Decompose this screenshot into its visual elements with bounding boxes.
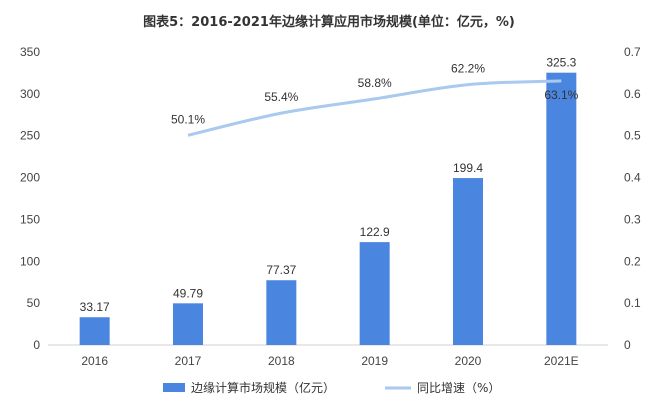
bar-series: 33.17 49.79 77.37 122.9 199.4 325.3 [80, 56, 577, 345]
left-axis-tick-label: 150 [20, 212, 40, 226]
line-data-label: 58.8% [358, 76, 392, 90]
right-axis-tick-label: 0 [624, 338, 631, 352]
chart-title: 图表5：2016-2021年边缘计算应用市场规模(单位：亿元，%) [143, 14, 515, 30]
bar-data-label: 49.79 [173, 286, 203, 300]
x-axis-tick-label: 2017 [175, 354, 202, 368]
legend: 边缘计算市场规模（亿元） 同比增速（%） [163, 380, 500, 395]
right-axis-tick-label: 0.3 [624, 212, 641, 226]
x-axis-tick-label: 2019 [361, 354, 388, 368]
bar [453, 178, 483, 345]
line-data-label: 55.4% [264, 90, 298, 104]
left-axis-tick-label: 50 [27, 296, 41, 310]
left-axis-tick-label: 200 [20, 171, 40, 185]
right-axis-tick-label: 0.7 [624, 45, 641, 59]
right-axis-tick-label: 0.1 [624, 296, 641, 310]
legend-label-line: 同比增速（%） [417, 381, 500, 395]
x-axis-tick-label: 2020 [455, 354, 482, 368]
bar-data-label: 77.37 [266, 263, 296, 277]
x-axis: 2016 2017 2018 2019 2020 2021E [48, 344, 608, 368]
bar-data-label: 325.3 [546, 56, 576, 70]
bar-data-label: 199.4 [453, 161, 483, 175]
bar [546, 72, 577, 345]
right-axis: 0 0.1 0.2 0.3 0.4 0.5 0.6 0.7 [624, 45, 641, 352]
left-axis-tick-label: 350 [20, 45, 40, 59]
legend-swatch-bar [163, 383, 185, 392]
x-axis-tick-label: 2018 [268, 354, 295, 368]
bar [79, 317, 110, 345]
x-axis-tick-label: 2016 [81, 354, 108, 368]
line-data-label: 63.1% [544, 88, 578, 102]
left-axis-tick-label: 100 [20, 254, 40, 268]
right-axis-tick-label: 0.4 [624, 171, 641, 185]
x-axis-tick-label: 2021E [544, 354, 579, 368]
left-axis-tick-label: 0 [33, 338, 40, 352]
left-axis-tick-label: 250 [20, 129, 40, 143]
right-axis-tick-label: 0.6 [624, 87, 641, 101]
bar-data-label: 33.17 [80, 300, 110, 314]
growth-line [187, 79, 562, 137]
legend-label-bar: 边缘计算市场规模（亿元） [191, 380, 335, 395]
right-axis-tick-label: 0.5 [624, 129, 641, 143]
bar [173, 303, 203, 345]
growth-line-series: 50.1% 55.4% 58.8% 62.2% 63.1% [171, 62, 579, 137]
line-data-label: 62.2% [451, 62, 485, 76]
line-data-label: 50.1% [171, 112, 205, 126]
bar [359, 242, 390, 345]
bar-data-label: 122.9 [360, 225, 390, 239]
left-axis: 0 50 100 150 200 250 300 350 [20, 45, 40, 352]
bar [266, 280, 297, 345]
right-axis-tick-label: 0.2 [624, 254, 641, 268]
left-axis-tick-label: 300 [20, 87, 40, 101]
